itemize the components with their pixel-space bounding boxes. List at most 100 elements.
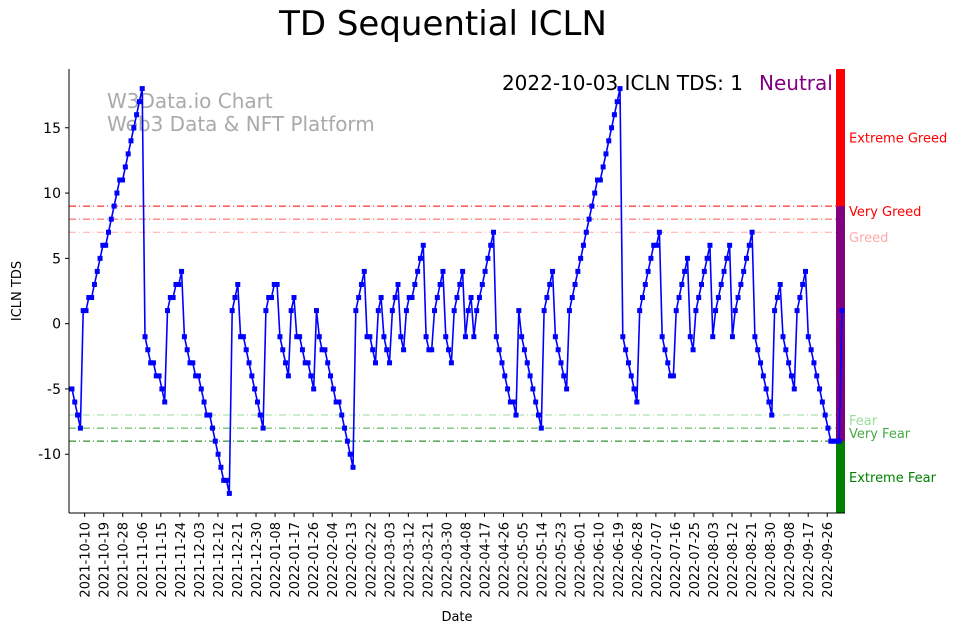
data-point	[173, 281, 179, 287]
data-point	[291, 295, 297, 301]
data-point	[662, 347, 668, 353]
data-point	[344, 438, 350, 444]
data-point	[623, 347, 629, 353]
data-point	[828, 438, 834, 444]
data-point	[569, 295, 575, 301]
data-point	[704, 255, 710, 261]
data-point	[530, 386, 536, 392]
data-point	[527, 373, 533, 379]
data-point	[299, 347, 305, 353]
data-point	[117, 177, 123, 183]
data-point	[738, 281, 744, 287]
data-point	[246, 360, 252, 366]
x-tick-label: 2022-02-22	[364, 522, 379, 598]
x-tick-label: 2022-03-30	[440, 522, 455, 598]
data-point	[679, 281, 685, 287]
data-point	[145, 347, 151, 353]
data-point	[583, 229, 589, 235]
data-point	[91, 281, 97, 287]
data-point	[578, 255, 584, 261]
data-point	[224, 477, 230, 483]
data-point	[325, 360, 331, 366]
data-point	[727, 242, 733, 248]
reference-line-label: Fear	[849, 414, 878, 429]
data-point	[105, 229, 111, 235]
data-point	[780, 334, 786, 340]
data-point	[448, 360, 454, 366]
data-point	[682, 268, 688, 274]
x-tick-label: 2021-12-03	[193, 522, 208, 598]
x-tick-label: 2022-01-26	[307, 522, 322, 598]
y-axis-label: ICLN TDS	[10, 261, 25, 321]
data-point	[125, 151, 131, 157]
data-point	[817, 386, 823, 392]
data-point	[437, 281, 443, 287]
data-point	[89, 295, 95, 301]
data-point	[179, 268, 185, 274]
x-tick-label: 2022-06-19	[612, 522, 627, 598]
data-point	[648, 255, 654, 261]
data-point	[426, 347, 432, 353]
data-point	[701, 268, 707, 274]
data-point	[471, 334, 477, 340]
x-tick-label: 2022-02-13	[345, 522, 360, 598]
x-axis-label: Date	[441, 610, 472, 625]
data-point	[108, 216, 114, 222]
x-tick-label: 2021-10-28	[117, 522, 132, 598]
watermark-text: W3Data.io Chart	[107, 89, 273, 113]
data-point	[614, 99, 620, 105]
data-point	[741, 268, 747, 274]
x-tick-label: 2022-03-03	[383, 522, 398, 598]
data-point	[721, 268, 727, 274]
data-point	[339, 412, 345, 418]
data-point	[372, 360, 378, 366]
data-point	[496, 347, 502, 353]
data-point	[387, 360, 393, 366]
data-point	[316, 334, 322, 340]
data-point	[375, 308, 381, 314]
data-point	[656, 229, 662, 235]
data-point	[822, 412, 828, 418]
data-point	[302, 360, 308, 366]
data-point	[774, 295, 780, 301]
data-point	[505, 386, 511, 392]
x-tick-label: 2022-03-21	[421, 522, 436, 598]
data-point	[586, 216, 592, 222]
data-point	[836, 438, 842, 444]
data-point	[187, 360, 193, 366]
data-point	[336, 399, 342, 405]
data-point	[715, 295, 721, 301]
x-tick-label: 2022-03-12	[402, 522, 417, 598]
x-tick-label: 2022-07-07	[650, 522, 665, 598]
data-point	[800, 281, 806, 287]
data-point	[240, 334, 246, 340]
data-point	[575, 268, 581, 274]
x-tick-label: 2021-10-10	[79, 522, 94, 598]
data-point	[777, 281, 783, 287]
data-point	[499, 360, 505, 366]
data-point	[493, 334, 499, 340]
data-point	[432, 308, 438, 314]
data-point	[476, 295, 482, 301]
data-point	[257, 412, 263, 418]
data-point	[600, 164, 606, 170]
data-point	[541, 308, 547, 314]
data-point	[631, 386, 637, 392]
x-tick-label: 2021-11-06	[136, 522, 151, 598]
data-point	[150, 360, 156, 366]
x-tick-label: 2022-02-04	[326, 522, 341, 598]
data-point	[280, 347, 286, 353]
data-point	[392, 295, 398, 301]
data-point	[510, 399, 516, 405]
data-point	[443, 334, 449, 340]
chart-title: TD Sequential ICLN	[279, 4, 607, 44]
data-point	[755, 347, 761, 353]
zone-bar	[836, 441, 845, 513]
data-point	[606, 138, 612, 144]
data-point	[521, 347, 527, 353]
data-point	[285, 373, 291, 379]
data-point	[451, 308, 457, 314]
data-point	[403, 308, 409, 314]
data-point	[628, 373, 634, 379]
data-point	[572, 281, 578, 287]
